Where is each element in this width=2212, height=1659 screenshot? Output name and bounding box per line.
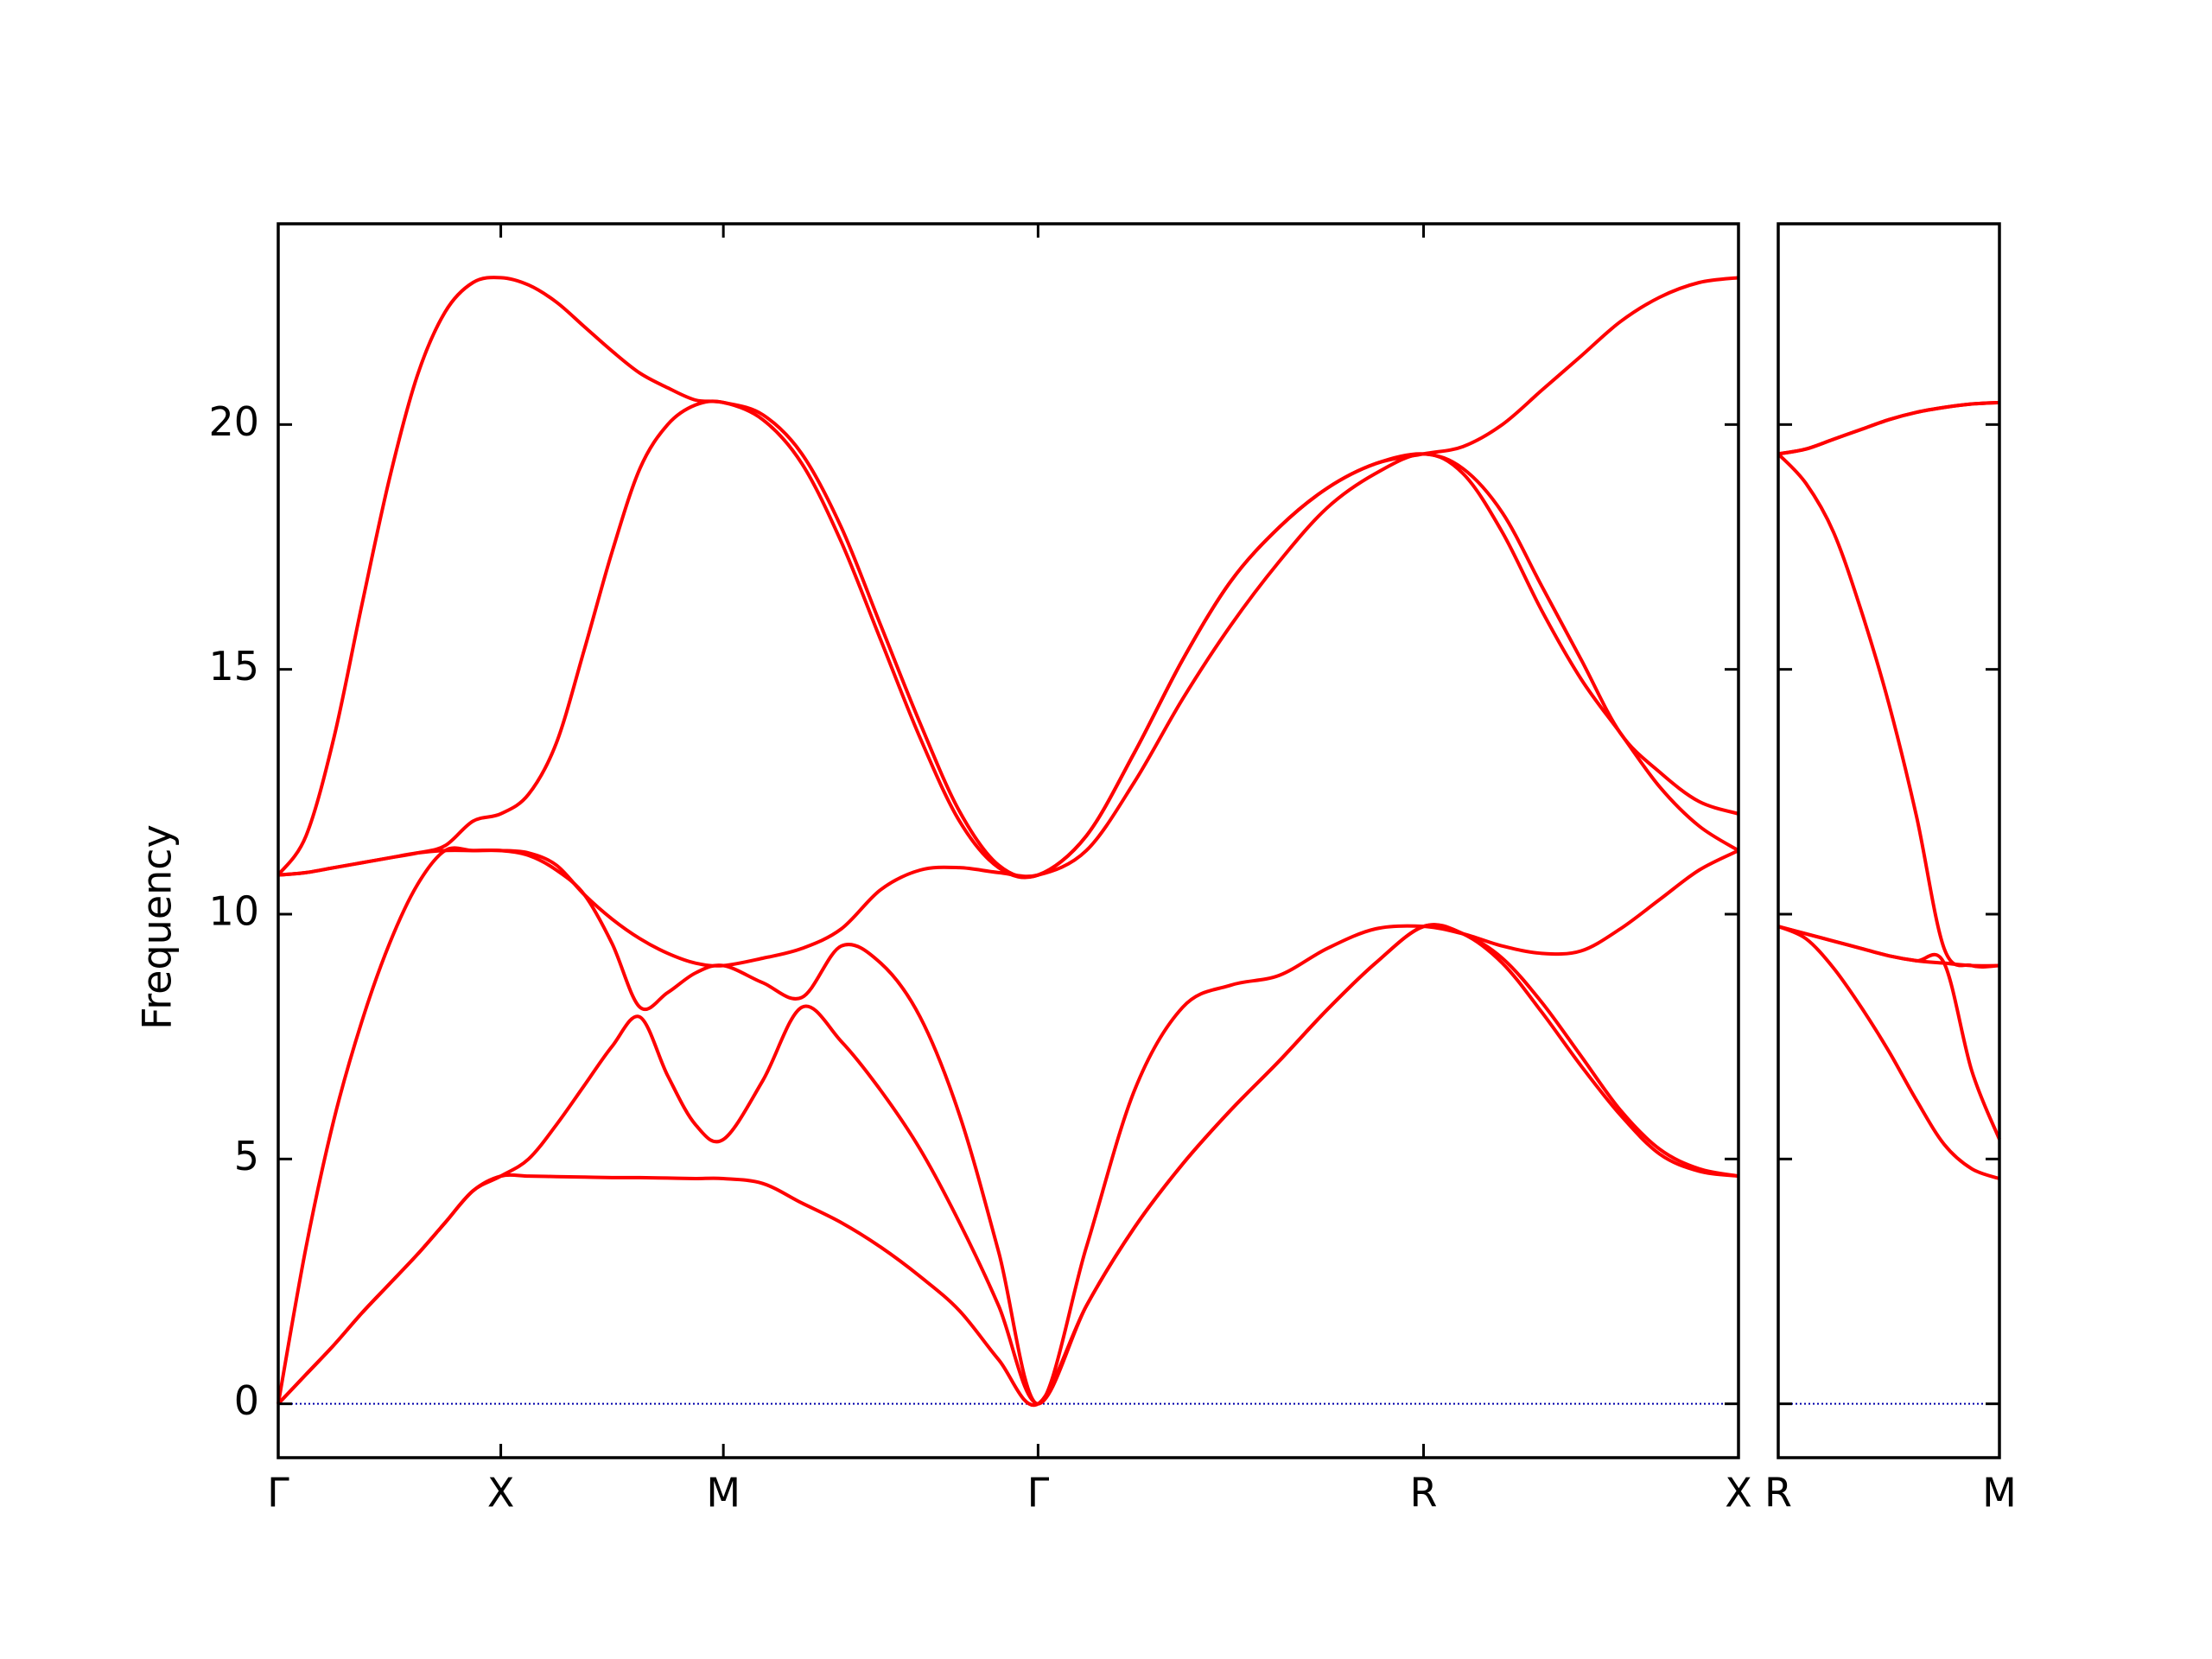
y-tick-label: 10	[208, 888, 259, 935]
x-tick-label: X	[487, 1470, 515, 1516]
x-tick-label: Γ	[1027, 1470, 1050, 1516]
band-line	[276, 846, 1739, 1406]
y-tick-label: 15	[208, 643, 259, 690]
y-tick-label: 20	[208, 398, 259, 445]
band-line	[1777, 925, 2001, 1141]
x-tick-label: R	[1410, 1470, 1438, 1516]
x-tick-label: M	[706, 1470, 741, 1516]
x-tick-label: Γ	[267, 1470, 289, 1516]
band-line	[276, 923, 1739, 1406]
axes-frame	[1777, 222, 2001, 1459]
x-tick-label: M	[1982, 1470, 2017, 1516]
y-axis-label: Frequency	[134, 824, 181, 1030]
band-line	[1777, 452, 2000, 969]
y-tick-label: 0	[234, 1377, 259, 1424]
band-line	[276, 276, 1739, 880]
x-tick-label: X	[1725, 1470, 1752, 1516]
x-tick-label: R	[1764, 1470, 1792, 1516]
band-line	[1777, 925, 2000, 1180]
band-line	[1777, 925, 2000, 968]
band-line	[277, 399, 1739, 880]
band-line	[1777, 400, 2000, 456]
y-tick-label: 5	[234, 1133, 259, 1179]
band-line	[277, 452, 1740, 968]
axes-frame	[276, 222, 1740, 1459]
